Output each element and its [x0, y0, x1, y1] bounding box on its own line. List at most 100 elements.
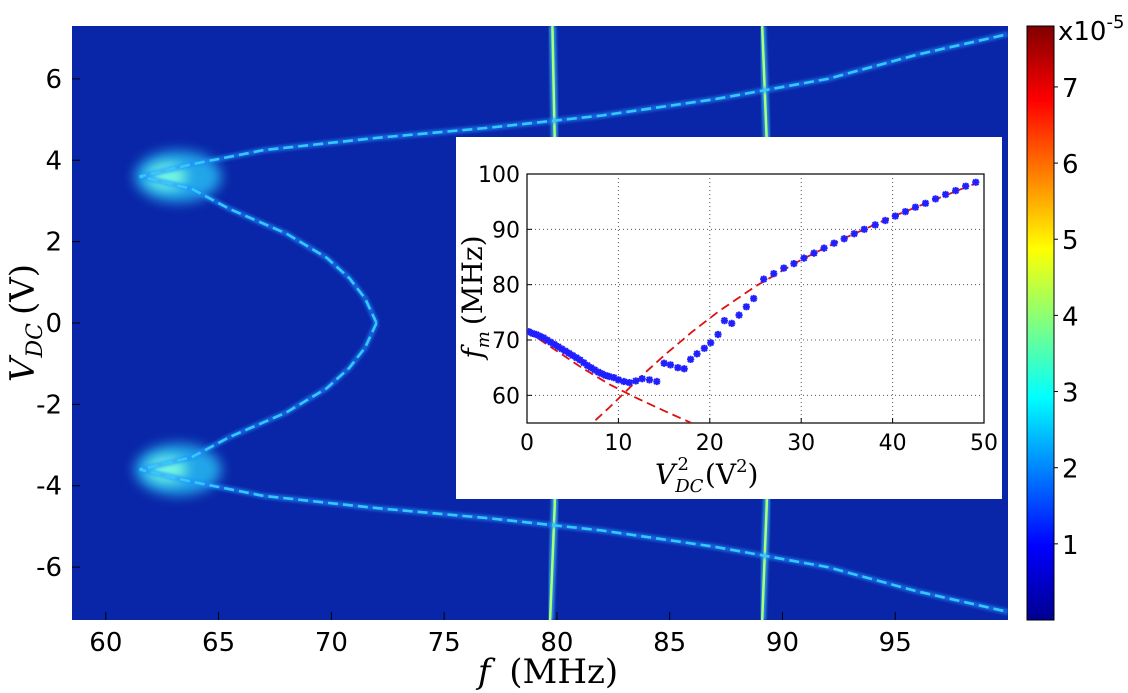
inset-y-tick-label: 70: [492, 329, 520, 354]
parabola-mode-0: [139, 32, 1008, 324]
inset-data-point: [810, 249, 818, 257]
inset-data-point: [800, 254, 808, 262]
inset-data-point: [610, 374, 618, 382]
inset-data-point: [972, 178, 980, 186]
inset-data-point: [543, 336, 551, 344]
inset-data-point: [620, 377, 628, 386]
inset-data-point: [565, 349, 573, 357]
inset-data-point: [532, 330, 540, 339]
inset-data-point: [850, 230, 858, 238]
inset-data-point: [680, 365, 688, 373]
parabola-mode-1: [139, 322, 1008, 614]
main-y-tick-label: -6: [36, 553, 62, 583]
inset-plot: 0 10 20 30 40 50 60 70 80 90 100 VDC2 (V2) fm(MHz): [456, 137, 1002, 499]
inset-data-point: [554, 343, 562, 351]
inset-data-point: [602, 371, 610, 380]
inset-data-point: [569, 351, 577, 360]
inset-y-tick-label: 80: [492, 274, 520, 299]
inset-data-point: [605, 372, 613, 381]
inset-data-point: [911, 203, 920, 211]
main-y-axis-label: VDC(V): [3, 264, 48, 382]
inset-data-point: [700, 344, 708, 352]
inset-data-point: [871, 221, 879, 229]
inset-data-point: [860, 225, 868, 233]
inset-data-point: [830, 239, 838, 247]
inset-data-point: [598, 370, 606, 378]
colorbar-tick-label: 4: [1062, 302, 1079, 332]
inset-data-point: [576, 356, 584, 364]
inset-x-tick-label: 30: [787, 431, 815, 456]
inset-data-point: [693, 350, 701, 358]
inset-data-point: [820, 244, 828, 252]
inset-y-tick-label: 90: [492, 218, 520, 243]
inset-data-point: [720, 317, 729, 325]
inset-data-point: [707, 339, 715, 347]
main-x-tick-label: 70: [315, 628, 348, 658]
colorbar-tick-label: 3: [1062, 379, 1079, 409]
inset-data-point: [840, 235, 848, 243]
inset-x-tick-label: 40: [879, 431, 907, 456]
inset-data-point: [881, 216, 889, 225]
inset-data-point: [587, 364, 595, 372]
inset-data-point: [660, 359, 668, 367]
colorbar-exponent: x10-5: [1058, 12, 1124, 47]
inset-data-point: [790, 260, 798, 268]
inset-data-point: [714, 330, 722, 339]
main-x-tick-label: 65: [202, 628, 235, 658]
inset-data-point: [653, 377, 661, 386]
main-x-tick-label: 85: [653, 628, 686, 658]
main-y-tick-label: -4: [36, 472, 62, 502]
inset-data-point: [547, 338, 555, 346]
main-x-tick-label: 75: [428, 628, 461, 658]
colorbar: 1 2 3 4 5 6 7 x10-5: [1026, 12, 1124, 621]
inset-data-point: [962, 182, 970, 190]
inset-y-tick-label: 100: [478, 163, 520, 188]
main-y-tick-label: 0: [45, 309, 62, 339]
colorbar-gradient: [1027, 26, 1054, 620]
inset-fit-line-0: [527, 330, 692, 423]
inset-x-tick-label: 0: [520, 431, 534, 456]
inset-data-point: [550, 340, 559, 349]
inset-data-point: [942, 190, 950, 199]
colorbar-frame: [1026, 25, 1055, 621]
inset-data-point: [594, 368, 602, 376]
inset-data-point: [614, 376, 622, 384]
inset-data-point: [921, 199, 930, 207]
inset-data-point: [591, 366, 599, 374]
inset-data-point: [674, 364, 682, 372]
inset-data-point: [760, 275, 768, 283]
inset-data-point: [770, 270, 778, 278]
colorbar-tick-label: 7: [1062, 74, 1079, 104]
colorbar-tick-label: 2: [1062, 455, 1079, 485]
inset-data-point: [952, 187, 960, 195]
main-x-tick-label: 90: [766, 628, 799, 658]
main-y-tick-label: -2: [36, 390, 62, 420]
inset-data-point: [750, 294, 758, 303]
inset-data-point: [632, 377, 640, 385]
colorbar-tick-label: 5: [1062, 226, 1079, 256]
inset-data-point: [931, 195, 940, 203]
inset-x-axis-label: VDC2 (V2): [655, 454, 758, 497]
inset-data-point: [625, 379, 633, 387]
inset-data-point: [561, 347, 569, 355]
main-x-tick-label: 60: [89, 628, 122, 658]
inset-data-point: [580, 359, 588, 367]
inset-x-tick-label: 20: [696, 431, 724, 456]
inset-data-point: [638, 375, 646, 383]
main-x-axis-label: f (MHz): [475, 652, 618, 692]
inset-data-point: [536, 332, 544, 340]
inset-data-point: [728, 319, 736, 327]
inset-data-point: [901, 208, 909, 216]
inset-data-point: [645, 376, 654, 384]
inset-data-point: [558, 345, 566, 353]
inset-x-tick-label: 10: [604, 431, 632, 456]
inset-x-tick-label: 50: [970, 431, 998, 456]
colorbar-tick-label: 6: [1062, 150, 1079, 180]
inset-data-point: [735, 311, 743, 319]
inset-data-point: [583, 361, 591, 370]
inset-y-tick-label: 60: [492, 384, 520, 409]
inset-data-point: [891, 212, 899, 220]
inset-data-point: [572, 354, 580, 362]
inset-data-point: [539, 334, 548, 342]
